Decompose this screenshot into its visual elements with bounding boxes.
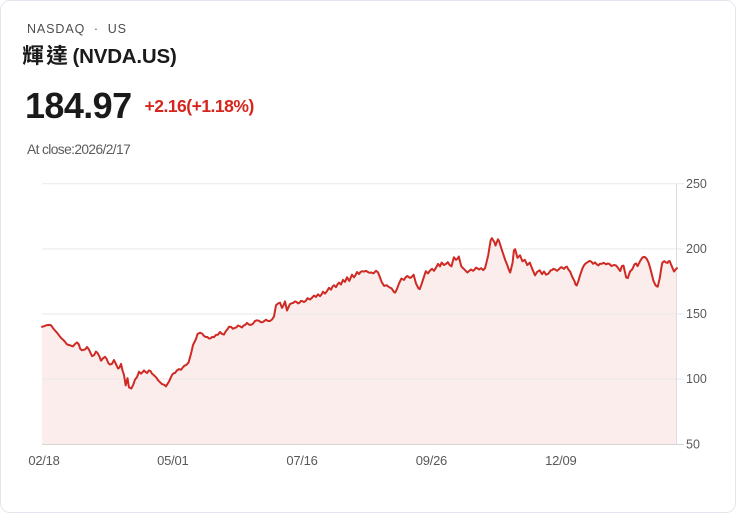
svg-text:05/01: 05/01 bbox=[157, 453, 188, 468]
svg-text:200: 200 bbox=[686, 242, 707, 256]
svg-text:09/26: 09/26 bbox=[416, 453, 447, 468]
svg-text:50: 50 bbox=[686, 438, 700, 452]
svg-text:250: 250 bbox=[686, 177, 707, 191]
svg-text:07/16: 07/16 bbox=[286, 453, 317, 468]
svg-text:100: 100 bbox=[686, 372, 707, 386]
svg-text:150: 150 bbox=[686, 307, 707, 321]
svg-text:(NVDA.US): (NVDA.US) bbox=[73, 45, 177, 68]
svg-text:12/09: 12/09 bbox=[545, 453, 576, 468]
svg-text:02/18: 02/18 bbox=[28, 453, 59, 468]
